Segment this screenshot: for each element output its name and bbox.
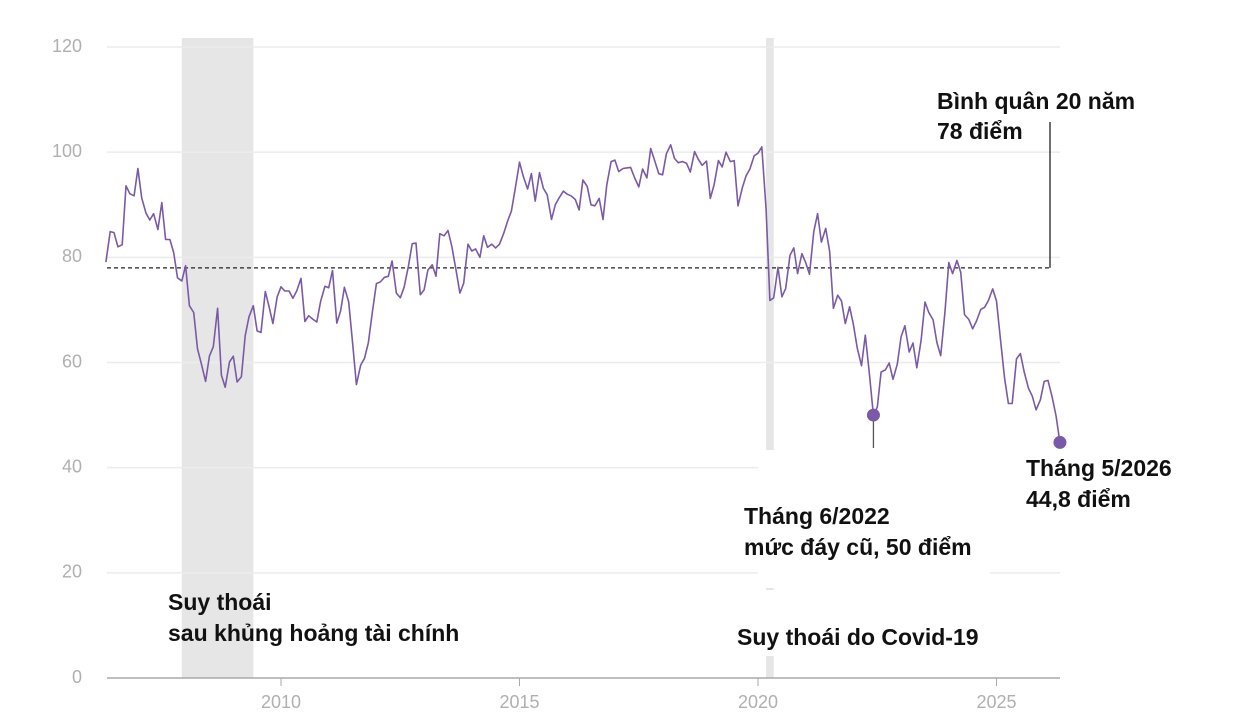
label-backdrop bbox=[990, 445, 1076, 520]
y-tick-label: 80 bbox=[62, 246, 82, 266]
label-backdrop bbox=[758, 450, 990, 588]
x-tick-label: 2020 bbox=[738, 692, 778, 712]
y-tick-label: 100 bbox=[52, 141, 82, 161]
x-tick-label: 2010 bbox=[261, 692, 301, 712]
recession-label: sau khủng hoảng tài chính bbox=[168, 620, 459, 646]
average-label: 78 điểm bbox=[937, 118, 1023, 144]
labels: Bình quân 20 năm 78 điểm Tháng 6/2022 mức đ… bbox=[168, 88, 1172, 650]
highlight-label: Tháng 6/2022 bbox=[744, 503, 890, 529]
highlight-point bbox=[866, 408, 880, 422]
highlight-label: Tháng 5/2026 bbox=[1026, 455, 1172, 481]
y-tick-label: 60 bbox=[62, 351, 82, 371]
x-tick-label: 2025 bbox=[976, 692, 1016, 712]
recession-band bbox=[181, 38, 254, 678]
recession-band bbox=[766, 38, 774, 678]
highlight-point bbox=[1053, 435, 1067, 449]
y-tick-label: 20 bbox=[62, 562, 82, 582]
highlight-label: 44,8 điểm bbox=[1026, 486, 1131, 512]
y-tick-label: 40 bbox=[62, 456, 82, 476]
recession-label: Suy thoái bbox=[168, 589, 272, 615]
label-backdrop bbox=[730, 590, 1020, 656]
y-tick-label: 0 bbox=[72, 667, 82, 687]
x-tick-label: 2015 bbox=[499, 692, 539, 712]
sentiment-line bbox=[105, 144, 1061, 443]
background bbox=[107, 38, 1076, 686]
y-tick-label: 120 bbox=[52, 36, 82, 56]
recession-label: Suy thoái do Covid-19 bbox=[737, 624, 979, 650]
average-label: Bình quân 20 năm bbox=[937, 88, 1135, 114]
highlight-label: mức đáy cũ, 50 điểm bbox=[744, 534, 972, 560]
